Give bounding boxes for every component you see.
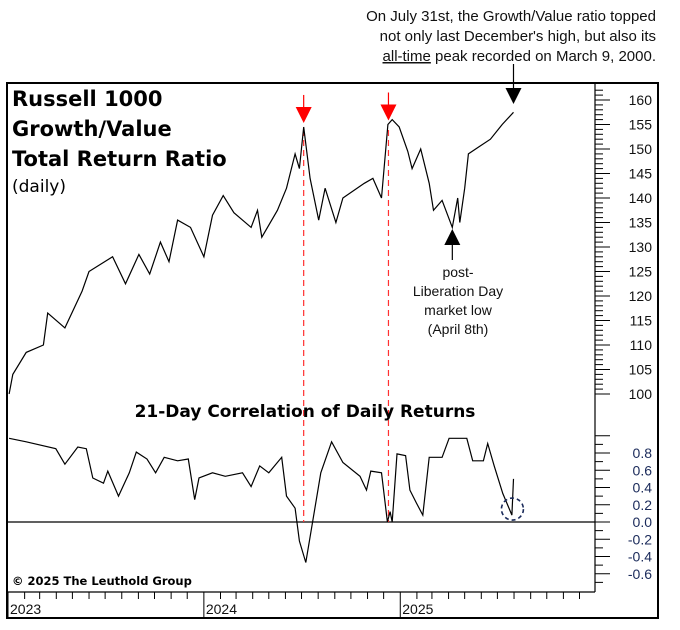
y-axis-top: 160 155 150 145 140 135 130 125 120 115 110 105 100	[595, 89, 653, 402]
vertical-dashed-lines	[303, 130, 390, 522]
y-tick-label: 0.8	[633, 445, 653, 461]
correlation-series-line	[8, 437, 515, 563]
chart-title: Russell 1000 Growth/Value Total Return R…	[12, 87, 227, 197]
correlation-title: 21-Day Correlation of Daily Returns	[135, 402, 476, 422]
underlined-text: all-time	[383, 48, 431, 65]
y-tick-label: 120	[629, 288, 653, 304]
copyright: © 2025 The Leuthold Group	[12, 574, 192, 588]
y-tick-label: 130	[629, 239, 653, 255]
ratio-series-line	[8, 111, 514, 395]
chart-subtitle: (daily)	[12, 177, 66, 197]
annotation-line: not only last December's high, but also …	[380, 28, 656, 45]
black-down-arrow-icon	[505, 88, 522, 104]
y-tick-label: 150	[629, 141, 653, 157]
annotation-text: peak recorded on March 9, 2000.	[431, 48, 656, 65]
annotation-line: Liberation Day	[413, 283, 503, 299]
markers	[295, 64, 525, 521]
y-tick-label: 160	[629, 92, 653, 108]
black-up-arrow-icon	[444, 229, 461, 245]
annotation-line: market low	[424, 302, 493, 318]
y-tick-label: 0.4	[633, 480, 653, 496]
y-tick-label: 110	[630, 337, 653, 353]
y-tick-label: -0.2	[628, 531, 652, 547]
annotation-line: On July 31st, the Growth/Value ratio top…	[366, 8, 656, 25]
x-tick-label: 2024	[206, 601, 237, 617]
annotation-line: (April 8th)	[428, 321, 489, 337]
chart-frame	[6, 82, 659, 619]
title-line: Total Return Ratio	[12, 147, 227, 171]
y-tick-label: 125	[629, 264, 653, 280]
x-axis: 2023 2024 2025	[7, 592, 580, 618]
y-tick-label: 0.6	[633, 462, 653, 478]
y-tick-label: 100	[629, 386, 653, 402]
y-tick-label: -0.4	[628, 549, 652, 565]
title-line: Russell 1000	[12, 87, 163, 111]
y-tick-label: 0.2	[633, 497, 653, 513]
y-tick-label: -0.6	[628, 566, 652, 582]
annotation-line: all-time peak recorded on March 9, 2000.	[383, 48, 656, 65]
y-tick-label: 145	[629, 166, 653, 182]
red-down-arrow-icon	[380, 104, 397, 121]
y-tick-label: 115	[630, 313, 653, 329]
annotation-low: post- Liberation Day market low (April 8…	[413, 264, 503, 337]
y-tick-label: 135	[629, 215, 653, 231]
annotation-line: post-	[442, 264, 473, 280]
y-axis-bottom: 0.80.6 0.40.20.0-0.2 -0.4-0.6	[595, 435, 653, 583]
y-tick-label: 140	[629, 190, 653, 206]
x-tick-label: 2025	[402, 601, 433, 617]
annotation-top: On July 31st, the Growth/Value ratio top…	[366, 8, 656, 65]
x-tick-label: 2023	[10, 601, 41, 617]
y-tick-label: 0.0	[633, 514, 653, 530]
y-tick-label: 105	[629, 362, 653, 378]
red-down-arrow-icon	[295, 106, 312, 123]
title-line: Growth/Value	[12, 117, 172, 141]
highlight-dashed-circle	[500, 497, 525, 521]
y-tick-label: 155	[629, 117, 653, 133]
